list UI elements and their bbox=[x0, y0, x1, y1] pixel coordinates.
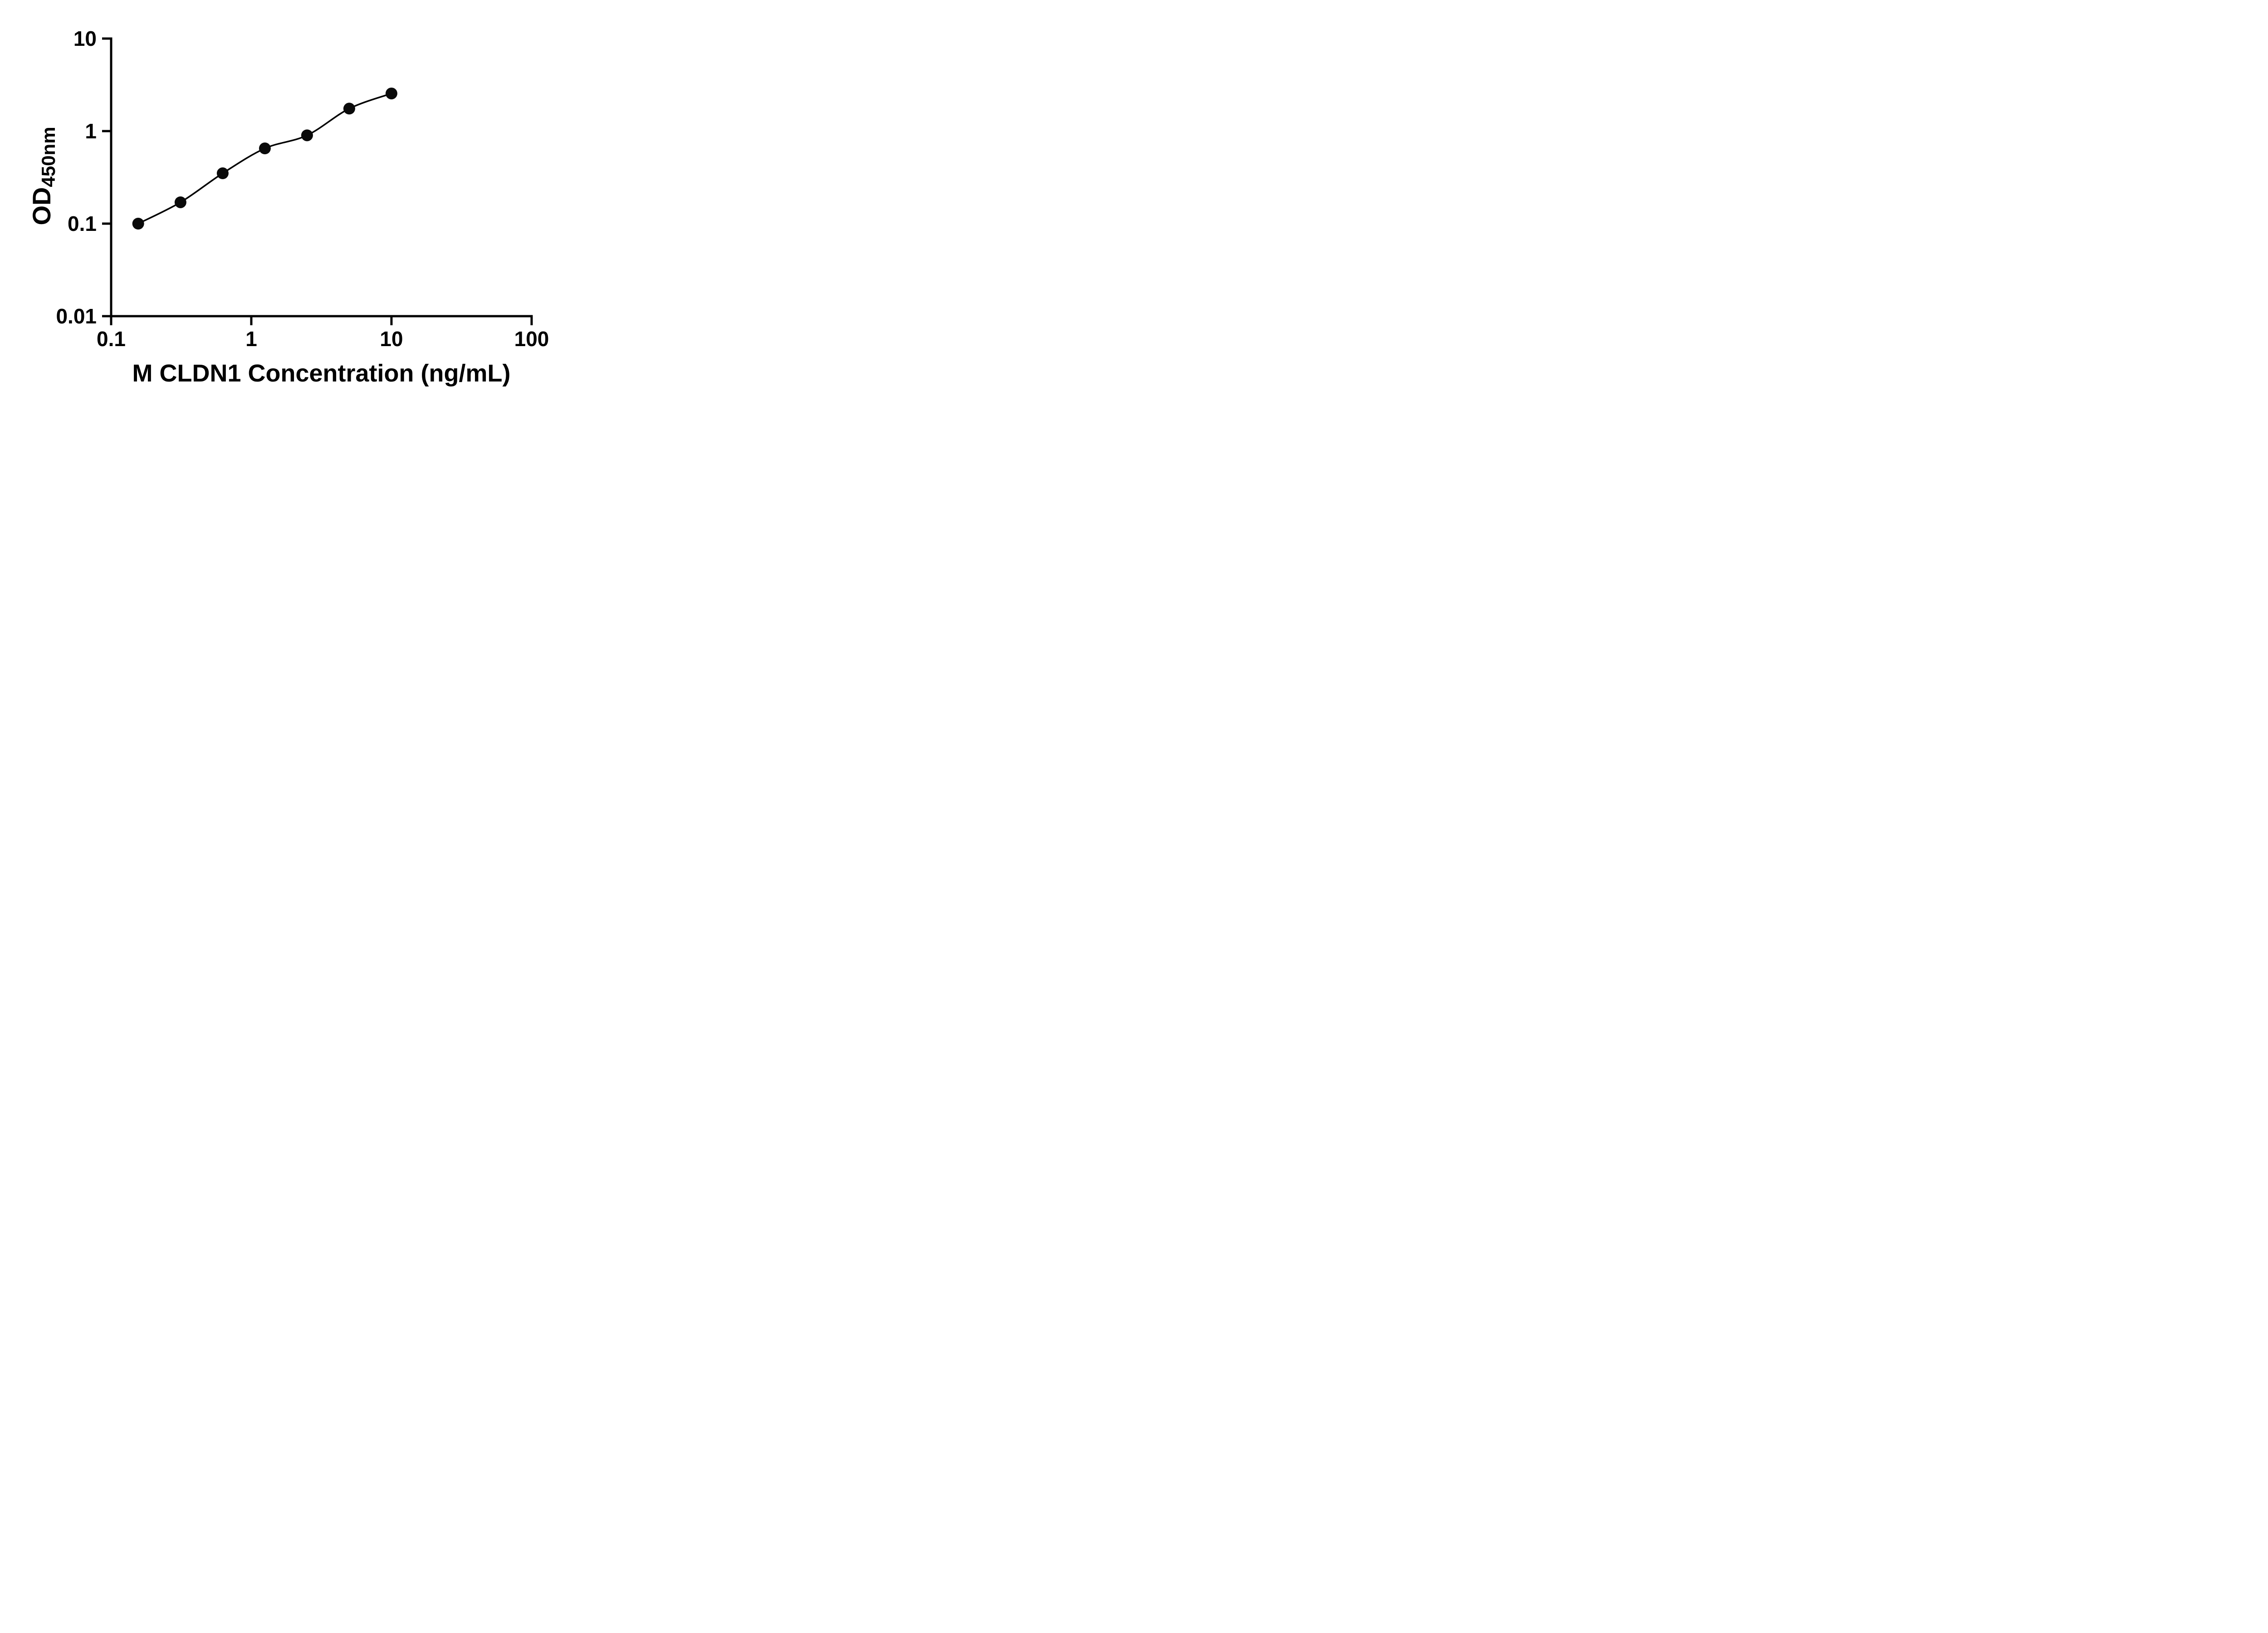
y-tick-label: 10 bbox=[73, 27, 97, 50]
elisa-standard-curve-figure: 0.1 1 10 100 0.01 0.1 1 10 OD450nm M CLDN1 Conc… bbox=[0, 0, 583, 408]
data-point bbox=[386, 88, 397, 100]
data-point bbox=[301, 129, 313, 142]
x-tick-label: 0.1 bbox=[97, 327, 126, 351]
data-point bbox=[174, 196, 186, 208]
data-point bbox=[216, 167, 229, 180]
x-tick-label: 100 bbox=[514, 327, 549, 351]
y-tick-label: 0.1 bbox=[68, 212, 97, 235]
y-tick-label: 0.01 bbox=[56, 304, 97, 328]
axis-frame bbox=[110, 37, 533, 318]
x-tick-label: 10 bbox=[380, 327, 403, 351]
y-tick-label: 1 bbox=[85, 119, 97, 143]
data-point bbox=[132, 218, 144, 230]
data-point bbox=[259, 142, 271, 155]
x-tick-label: 1 bbox=[245, 327, 257, 351]
y-axis-title: OD450nm bbox=[27, 127, 59, 225]
data-point bbox=[343, 103, 355, 115]
x-axis-title: M CLDN1 Concentration (ng/mL) bbox=[132, 360, 511, 387]
y-axis-title-main: OD bbox=[27, 187, 56, 225]
y-axis-title-subscript: 450nm bbox=[38, 127, 59, 187]
